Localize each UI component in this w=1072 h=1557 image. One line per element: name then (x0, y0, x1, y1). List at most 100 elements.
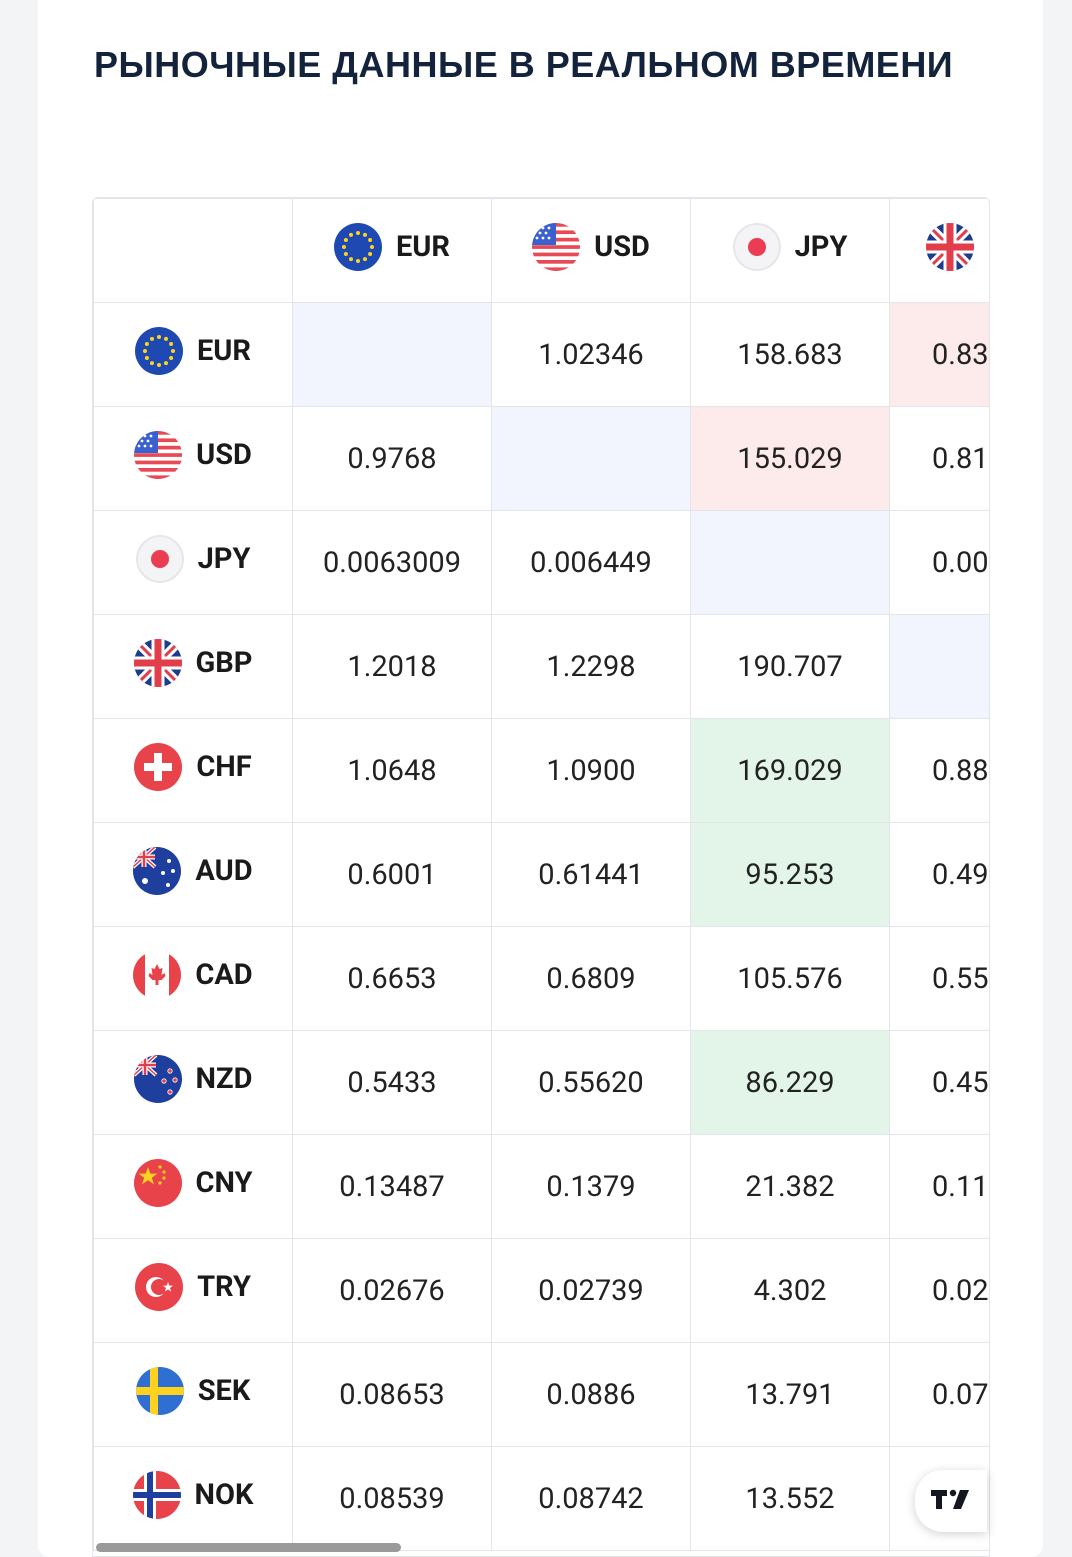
row-label: TRY (197, 1269, 251, 1304)
row-header-sek[interactable]: SEK (93, 1342, 293, 1447)
rate-cell[interactable]: 0.9768 (292, 406, 492, 511)
row-label: NOK (194, 1477, 254, 1512)
rate-cell[interactable]: 21.382 (690, 1134, 890, 1239)
table-row: EUR 1.02346 158.683 0.83 (93, 302, 989, 407)
rate-cell[interactable]: 1.02346 (491, 302, 691, 407)
column-header-usd[interactable]: USD (491, 198, 691, 303)
row-header-nok[interactable]: NOK (93, 1446, 293, 1551)
rate-cell[interactable]: 0.55620 (491, 1030, 691, 1135)
column-header-gbp[interactable] (889, 198, 989, 303)
table-row: TRY 0.02676 0.02739 4.302 0.02 (93, 1238, 989, 1343)
turkey-flag-icon (135, 1262, 184, 1311)
swiss-flag-icon (134, 742, 183, 791)
rate-cell[interactable] (491, 406, 691, 511)
rate-cell[interactable]: 0.11 (889, 1134, 989, 1239)
us-flag-icon (134, 430, 183, 479)
table-row: NOK 0.08539 0.08742 13.552 (93, 1446, 989, 1551)
rate-cell[interactable]: 0.6809 (491, 926, 691, 1031)
rate-cell[interactable]: 105.576 (690, 926, 890, 1031)
uk-flag-icon (133, 638, 182, 687)
rate-cell[interactable]: 1.0648 (292, 718, 492, 823)
rate-cell[interactable]: 0.07 (889, 1342, 989, 1447)
page-title: РЫНОЧНЫЕ ДАННЫЕ В РЕАЛЬНОМ ВРЕМЕНИ (94, 44, 954, 85)
rate-cell[interactable]: 1.2298 (491, 614, 691, 719)
rate-cell[interactable]: 1.0900 (491, 718, 691, 823)
row-header-aud[interactable]: AUD (93, 822, 293, 927)
tradingview-badge[interactable] (915, 1470, 987, 1532)
table-row: SEK 0.08653 0.0886 13.791 0.07 (93, 1342, 989, 1447)
table-row: CAD 0.6653 0.6809 105.576 0.55 (93, 926, 989, 1031)
new-zealand-flag-icon (133, 1054, 182, 1103)
column-label: EUR (395, 229, 450, 264)
rate-cell[interactable]: 13.552 (690, 1446, 890, 1551)
rate-cell[interactable]: 0.08539 (292, 1446, 492, 1551)
rate-cell[interactable]: 1.2018 (292, 614, 492, 719)
rate-cell[interactable]: 0.006449 (491, 510, 691, 615)
row-header-try[interactable]: TRY (93, 1238, 293, 1343)
rate-cell[interactable]: 0.02739 (491, 1238, 691, 1343)
rate-cell[interactable]: 0.08653 (292, 1342, 492, 1447)
rate-cell[interactable]: 0.49 (889, 822, 989, 927)
rate-cell[interactable]: 155.029 (690, 406, 890, 511)
rate-cell[interactable]: 169.029 (690, 718, 890, 823)
row-label: SEK (197, 1373, 251, 1408)
row-header-jpy[interactable]: JPY (93, 510, 293, 615)
row-header-cny[interactable]: CNY (93, 1134, 293, 1239)
rate-cell[interactable]: 0.08742 (491, 1446, 691, 1551)
rate-cell[interactable]: 158.683 (690, 302, 890, 407)
rate-cell[interactable]: 0.1379 (491, 1134, 691, 1239)
row-label: AUD (195, 853, 253, 888)
column-label: JPY (794, 229, 848, 264)
rate-cell[interactable]: 0.88 (889, 718, 989, 823)
currency-cross-rates-table[interactable]: EUR USD JPY EUR 1.02346 158.683 0.83 USD 0.97… (92, 197, 990, 1557)
rate-cell[interactable]: 0.5433 (292, 1030, 492, 1135)
rate-cell[interactable]: 0.81 (889, 406, 989, 511)
rate-cell[interactable]: 86.229 (690, 1030, 890, 1135)
row-label: GBP (195, 645, 253, 680)
rate-cell[interactable] (292, 302, 492, 407)
rate-cell[interactable]: 4.302 (690, 1238, 890, 1343)
rate-cell[interactable]: 0.45 (889, 1030, 989, 1135)
row-header-cad[interactable]: CAD (93, 926, 293, 1031)
rate-cell[interactable]: 0.005 (889, 510, 989, 615)
row-header-nzd[interactable]: NZD (93, 1030, 293, 1135)
rate-cell[interactable]: 190.707 (690, 614, 890, 719)
rate-cell[interactable] (690, 510, 890, 615)
rate-cell[interactable]: 0.0063009 (292, 510, 492, 615)
canada-flag-icon (133, 950, 182, 999)
rate-cell[interactable]: 0.61441 (491, 822, 691, 927)
row-header-gbp[interactable]: GBP (93, 614, 293, 719)
rate-cell[interactable]: 0.55 (889, 926, 989, 1031)
rate-cell[interactable]: 13.791 (690, 1342, 890, 1447)
table-row: GBP 1.2018 1.2298 190.707 (93, 614, 989, 719)
row-label: USD (196, 437, 252, 472)
column-header-jpy[interactable]: JPY (690, 198, 890, 303)
rate-cell[interactable]: 0.83 (889, 302, 989, 407)
rate-cell[interactable]: 0.13487 (292, 1134, 492, 1239)
rate-cell[interactable]: 0.02 (889, 1238, 989, 1343)
row-header-chf[interactable]: CHF (93, 718, 293, 823)
rate-cell[interactable] (889, 614, 989, 719)
australia-flag-icon (133, 846, 182, 895)
rate-cell[interactable]: 0.6001 (292, 822, 492, 927)
table-row: AUD 0.6001 0.61441 95.253 0.49 (93, 822, 989, 927)
eu-flag-icon (333, 222, 382, 271)
table-header-row: EUR USD JPY (93, 198, 989, 303)
rate-cell[interactable]: 95.253 (690, 822, 890, 927)
corner-cell (93, 198, 293, 303)
rate-cell[interactable]: 0.02676 (292, 1238, 492, 1343)
eu-flag-icon (134, 326, 183, 375)
rate-cell[interactable]: 0.6653 (292, 926, 492, 1031)
norway-flag-icon (132, 1470, 181, 1519)
row-header-usd[interactable]: USD (93, 406, 293, 511)
row-label: EUR (196, 333, 251, 368)
table-row: USD 0.9768 155.029 0.81 (93, 406, 989, 511)
row-label: CHF (196, 749, 252, 784)
horizontal-scrollbar[interactable] (96, 1543, 401, 1552)
column-header-eur[interactable]: EUR (292, 198, 492, 303)
row-label: CNY (195, 1165, 253, 1200)
japan-flag-icon (732, 222, 781, 271)
row-header-eur[interactable]: EUR (93, 302, 293, 407)
rate-cell[interactable]: 0.0886 (491, 1342, 691, 1447)
